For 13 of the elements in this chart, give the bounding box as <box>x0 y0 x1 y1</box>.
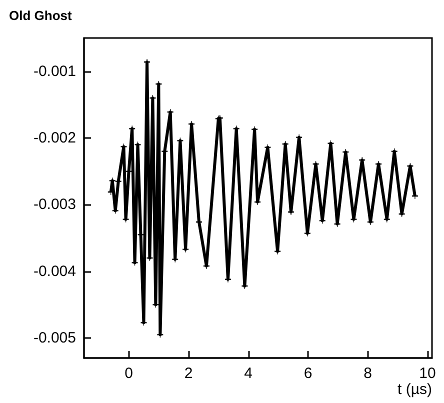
x-tick-label: 6 <box>304 365 312 382</box>
x-tick-label: 0 <box>124 365 133 382</box>
x-tick-label: 4 <box>244 365 252 382</box>
y-tick-label: -0.001 <box>33 62 76 80</box>
chart-title: Old Ghost <box>9 8 72 23</box>
x-tick-label: 8 <box>364 365 372 382</box>
x-axis-title: t (µs) <box>398 381 432 398</box>
x-tick-label: 10 <box>419 365 436 382</box>
y-tick-label: -0.002 <box>33 130 76 146</box>
y-tick-label: -0.005 <box>33 330 76 346</box>
y-tick-label: -0.003 <box>33 196 76 214</box>
x-tick-label: 2 <box>184 365 193 382</box>
y-tick-label: -0.004 <box>33 262 76 280</box>
